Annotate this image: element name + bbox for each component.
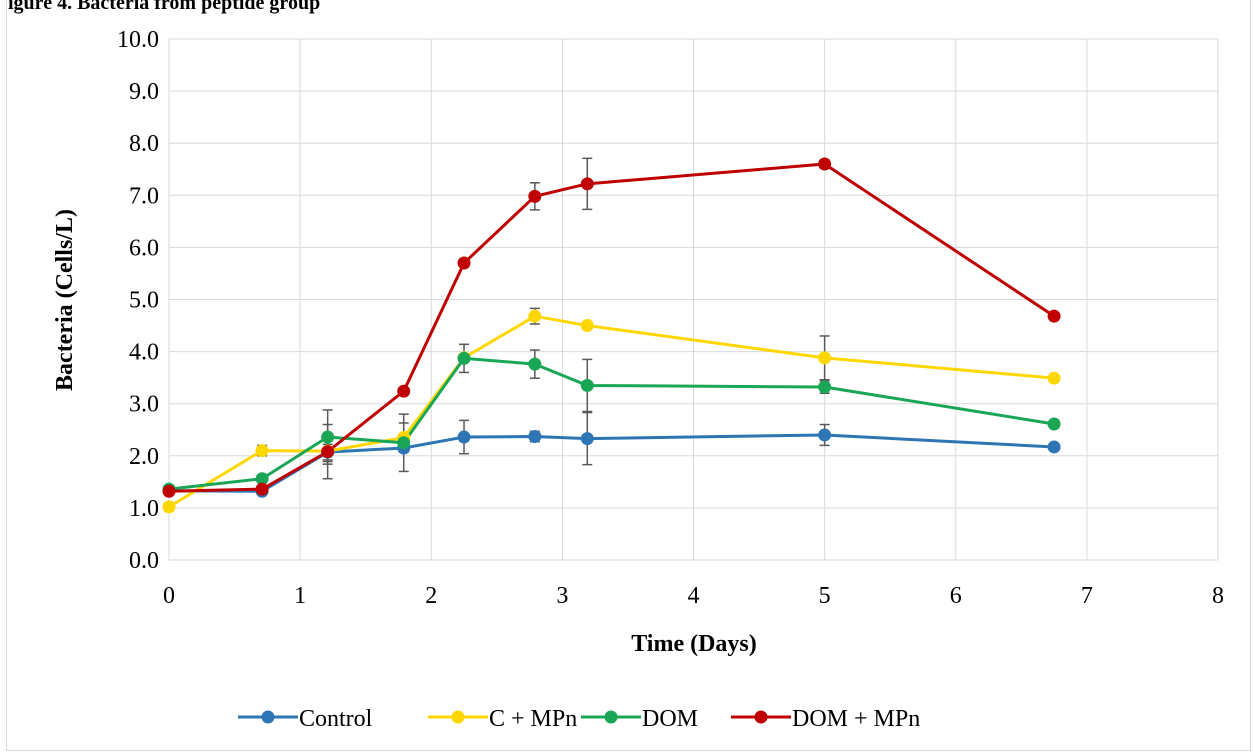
series-line-0 (168, 433, 1055, 493)
grid-lines (168, 38, 1219, 561)
x-tick-label: 4 (688, 583, 700, 609)
data-point (528, 430, 542, 444)
y-tick-label: 4.0 (129, 340, 159, 366)
data-point (1047, 440, 1061, 454)
error-bars (257, 157, 830, 495)
chart-frame (6, 0, 1251, 751)
legend-marker (261, 710, 275, 724)
data-point (321, 430, 335, 444)
legend-marker (604, 710, 618, 724)
legend-label: Control (299, 706, 373, 732)
x-tick-label: 3 (556, 583, 568, 609)
y-tick-label: 0.0 (129, 548, 159, 574)
x-tick-label: 0 (163, 583, 175, 609)
y-tick-label: 10.0 (117, 27, 159, 53)
x-tick-label: 7 (1081, 583, 1093, 609)
data-point (397, 436, 411, 450)
figure-caption-fragment: igure 4. Bacteria from peptide group (8, 0, 321, 14)
legend-marker (451, 710, 465, 724)
data-point (457, 351, 471, 365)
y-tick-label: 8.0 (129, 131, 159, 157)
y-tick-label: 6.0 (129, 235, 159, 261)
data-point (162, 500, 176, 514)
x-tick-label: 1 (294, 583, 306, 609)
series-line-1 (168, 314, 1055, 509)
data-point (528, 357, 542, 371)
x-tick-label: 8 (1212, 583, 1224, 609)
data-point (528, 189, 542, 203)
data-point (1047, 417, 1061, 431)
data-point (321, 445, 335, 459)
y-tick-label: 3.0 (129, 392, 159, 418)
data-point (162, 484, 176, 498)
data-point (818, 351, 832, 365)
data-point (580, 177, 594, 191)
y-tick-label: 2.0 (129, 444, 159, 470)
x-axis-title: Time (Days) (631, 631, 757, 657)
y-tick-label: 5.0 (129, 288, 159, 314)
data-point (818, 428, 832, 442)
data-point (255, 472, 269, 486)
data-point (818, 157, 832, 171)
x-tick-labels: 0 1 2 3 4 5 6 7 8 (163, 583, 1224, 609)
series-line-2 (168, 356, 1055, 491)
y-tick-label: 7.0 (129, 183, 159, 209)
data-point (457, 430, 471, 444)
data-point (818, 380, 832, 394)
x-tick-label: 5 (819, 583, 831, 609)
y-tick-labels: 0.0 1.0 2.0 3.0 4.0 5.0 6.0 7.0 8.0 9.0 10.0 (117, 27, 159, 574)
legend-label: DOM + MPn (792, 706, 920, 732)
y-axis-title: Bacteria (Cells/L) (52, 209, 78, 391)
legend-marker (754, 710, 768, 724)
data-point (255, 482, 269, 496)
data-point (1047, 371, 1061, 385)
data-point (580, 378, 594, 392)
data-point (528, 309, 542, 323)
x-tick-label: 2 (425, 583, 437, 609)
y-tick-label: 9.0 (129, 79, 159, 105)
data-point (457, 256, 471, 270)
x-tick-label: 6 (950, 583, 962, 609)
data-point (580, 319, 594, 333)
legend: Control C + MPn DOM DOM + MPn (238, 706, 920, 732)
data-point (397, 384, 411, 398)
data-point (255, 444, 269, 458)
data-points (162, 157, 1061, 514)
y-tick-label: 1.0 (129, 496, 159, 522)
legend-label: C + MPn (489, 706, 577, 732)
data-point (1047, 309, 1061, 323)
legend-label: DOM (642, 706, 698, 732)
data-point (580, 432, 594, 446)
